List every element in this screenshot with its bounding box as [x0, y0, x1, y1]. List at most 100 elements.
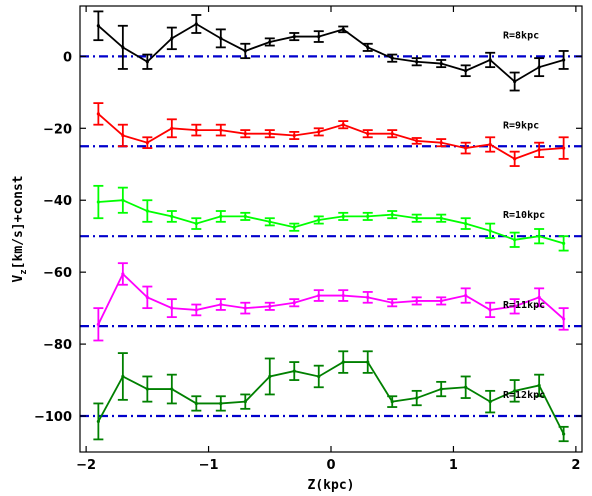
- series-line: [97, 113, 564, 160]
- data-point: [194, 22, 198, 26]
- data-point: [415, 139, 419, 143]
- series-line: [97, 272, 565, 325]
- data-point: [268, 220, 272, 224]
- data-point: [170, 306, 174, 310]
- data-point: [292, 34, 296, 39]
- data-point: [96, 112, 100, 116]
- data-point: [268, 304, 272, 308]
- data-point: [292, 301, 296, 305]
- series-line: [97, 22, 564, 83]
- data-point: [243, 132, 247, 136]
- data-point: [513, 389, 517, 393]
- y-axis-label-main: V: [11, 275, 26, 283]
- data-point: [170, 387, 174, 391]
- y-tick-label: −60: [43, 266, 72, 281]
- y-tick-label: −100: [34, 410, 72, 425]
- data-point: [145, 387, 149, 391]
- series-label: R=11kpc: [503, 300, 545, 311]
- data-point: [145, 60, 149, 64]
- data-point: [464, 293, 468, 298]
- data-point: [537, 148, 541, 152]
- data-point: [219, 401, 223, 406]
- data-point: [562, 146, 566, 150]
- data-point: [317, 293, 321, 298]
- data-point: [464, 385, 468, 389]
- data-point: [415, 396, 419, 400]
- data-point: [317, 374, 321, 379]
- series-labels: R=8kpc R=9kpc R=10kpc R=11kpc R=12kpc: [503, 30, 545, 401]
- data-point: [194, 401, 198, 406]
- baselines: [80, 55, 582, 418]
- data-point: [464, 69, 468, 73]
- data-point: [562, 317, 566, 321]
- data-point: [268, 40, 272, 44]
- series-r-9kpc: [93, 102, 569, 167]
- y-tick-label: −40: [43, 194, 72, 209]
- data-point: [562, 432, 566, 436]
- data-point: [537, 65, 541, 69]
- y-tick-label: 0: [63, 50, 72, 65]
- data-point: [145, 141, 149, 145]
- data-point: [341, 27, 345, 31]
- y-tick-label: −20: [43, 122, 72, 137]
- axis-ticks: [80, 6, 582, 452]
- data-point: [219, 302, 223, 307]
- data-point: [121, 374, 125, 379]
- data-point: [464, 222, 468, 226]
- data-point: [96, 200, 100, 204]
- data-point: [390, 56, 394, 60]
- data-point: [537, 295, 541, 299]
- data-point: [317, 218, 321, 222]
- data-point: [488, 400, 492, 404]
- data-point: [562, 58, 566, 62]
- series-r-12kpc: [93, 350, 569, 443]
- data-point: [243, 214, 247, 219]
- data-point: [96, 24, 100, 28]
- data-point: [439, 61, 443, 66]
- series-label: R=9kpc: [503, 120, 539, 131]
- y-axis-label: Vz[km/s]+const: [11, 175, 29, 282]
- data-point: [439, 387, 443, 391]
- data-point: [194, 128, 198, 132]
- data-point: [415, 299, 419, 303]
- series-layer: [93, 10, 569, 443]
- data-point: [390, 132, 394, 136]
- data-point: [96, 322, 100, 326]
- series-line: [97, 361, 565, 435]
- data-point: [121, 272, 125, 276]
- data-point: [317, 34, 321, 39]
- data-point: [390, 400, 394, 404]
- data-point: [488, 229, 492, 233]
- data-point: [415, 216, 419, 220]
- data-point: [341, 360, 345, 364]
- data-point: [366, 214, 370, 219]
- data-point: [366, 360, 370, 364]
- data-point: [562, 241, 566, 245]
- data-point: [219, 128, 223, 132]
- series-label: R=12kpc: [503, 390, 545, 401]
- data-point: [415, 60, 419, 64]
- data-point: [537, 234, 541, 238]
- series-label: R=10kpc: [503, 210, 545, 221]
- data-point: [121, 133, 125, 138]
- data-point: [488, 58, 492, 62]
- x-tick-label: 2: [571, 458, 580, 473]
- data-point: [341, 123, 345, 127]
- data-point: [317, 130, 321, 134]
- y-axis-label-sub: z: [19, 269, 29, 274]
- data-point: [390, 301, 394, 305]
- data-point: [341, 214, 345, 219]
- axis-tick-labels: −2 −1 0 1 2 0 −20 −40 −60 −80 −100: [34, 50, 580, 473]
- data-point: [513, 238, 517, 242]
- data-point: [537, 383, 541, 388]
- data-point: [513, 304, 517, 308]
- series-label: R=8kpc: [503, 30, 539, 41]
- data-point: [219, 214, 223, 219]
- y-tick-label: −80: [43, 338, 72, 353]
- plot-frame: [79, 5, 583, 453]
- data-point: [464, 146, 468, 150]
- data-point: [194, 308, 198, 312]
- data-point: [366, 295, 370, 299]
- data-point: [439, 216, 443, 220]
